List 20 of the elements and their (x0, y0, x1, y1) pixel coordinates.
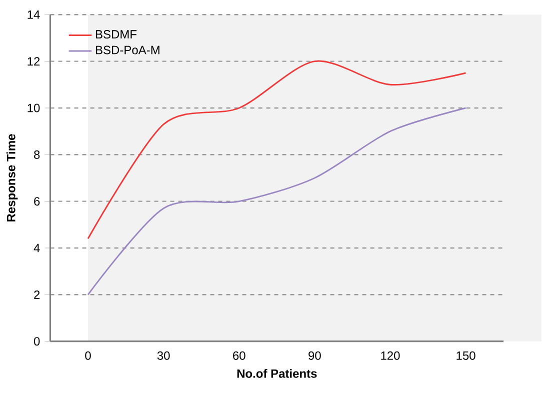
y-tick-label: 4 (34, 244, 40, 252)
x-tick-label: 150 (456, 351, 476, 360)
x-tick-label: 90 (308, 351, 321, 360)
legend-label: BSDMF (96, 30, 137, 39)
y-tick-label: 8 (34, 150, 40, 159)
line-series (87, 60, 467, 240)
y-axis-title: Response Time (6, 134, 18, 222)
x-tick-label: 0 (85, 351, 91, 360)
y-tick-label: 10 (28, 104, 40, 112)
y-tick-label: 2 (34, 290, 40, 299)
y-tick-label: 0 (34, 337, 40, 346)
x-tick-label: 60 (233, 351, 246, 360)
x-tick-label: 120 (381, 351, 400, 360)
y-tick-label: 14 (28, 10, 40, 19)
x-axis-title: No.of Patients (237, 369, 317, 378)
y-tick-label: 12 (28, 57, 40, 66)
legend-label: BSD-PoA-M (96, 46, 160, 54)
y-tick-label: 6 (34, 197, 40, 206)
x-tick-label: 30 (157, 351, 170, 360)
line-series (87, 107, 467, 296)
